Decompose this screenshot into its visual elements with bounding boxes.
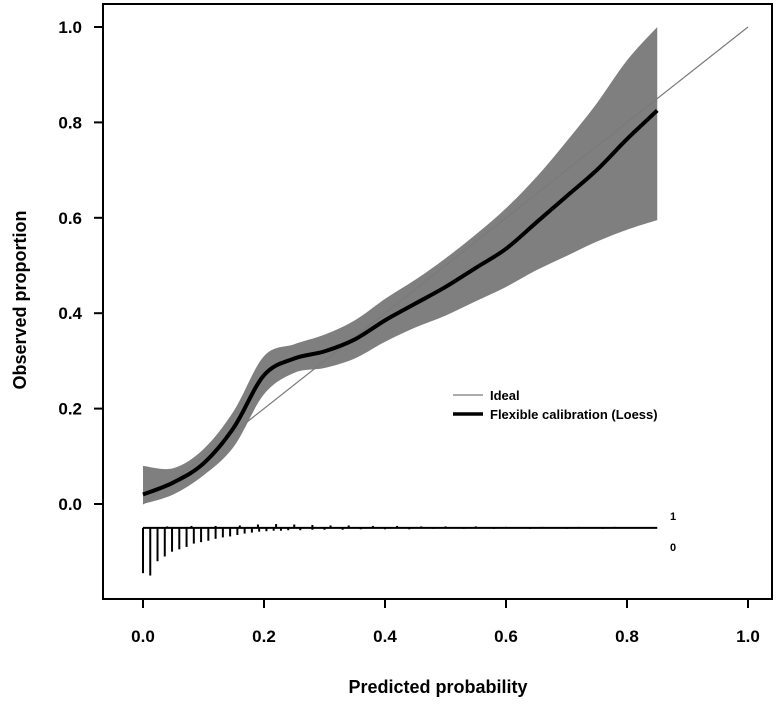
ideal-line [142,26,749,505]
y-axis-title: Observed proportion [10,210,30,389]
y-tick-label: 0.6 [58,209,82,228]
x-tick-label: 0.8 [615,627,639,646]
legend-label-loess: Flexible calibration (Loess) [490,407,658,422]
legend: Ideal Flexible calibration (Loess) [453,388,658,422]
confidence-band [143,27,658,504]
x-tick-label: 0.0 [131,627,155,646]
y-tick-label: 0.0 [58,495,82,514]
x-tick-label: 0.2 [252,627,276,646]
confidence-band-layer [143,27,658,504]
legend-label-ideal: Ideal [490,388,520,403]
x-tick-label: 0.4 [373,627,397,646]
x-axis-title: Predicted probability [348,677,527,697]
series-layer [142,26,749,505]
rug-layer [142,524,658,576]
loess-calibration-line [142,109,659,497]
y-tick-label: 1.0 [58,18,82,37]
rug-label-nonevents: 0 [670,542,676,554]
y-tick-label: 0.4 [58,304,82,323]
plot-frame [102,3,773,600]
y-tick-label: 0.8 [58,113,82,132]
axis-layer: 0.0 0.2 0.4 0.6 0.8 1.0 0.0 0.2 0.4 0.6 0.8 1.0 [58,18,759,646]
rug-label-events: 1 [670,511,676,523]
y-tick-label: 0.2 [58,400,82,419]
x-tick-label: 1.0 [736,627,760,646]
x-tick-label: 0.6 [494,627,518,646]
